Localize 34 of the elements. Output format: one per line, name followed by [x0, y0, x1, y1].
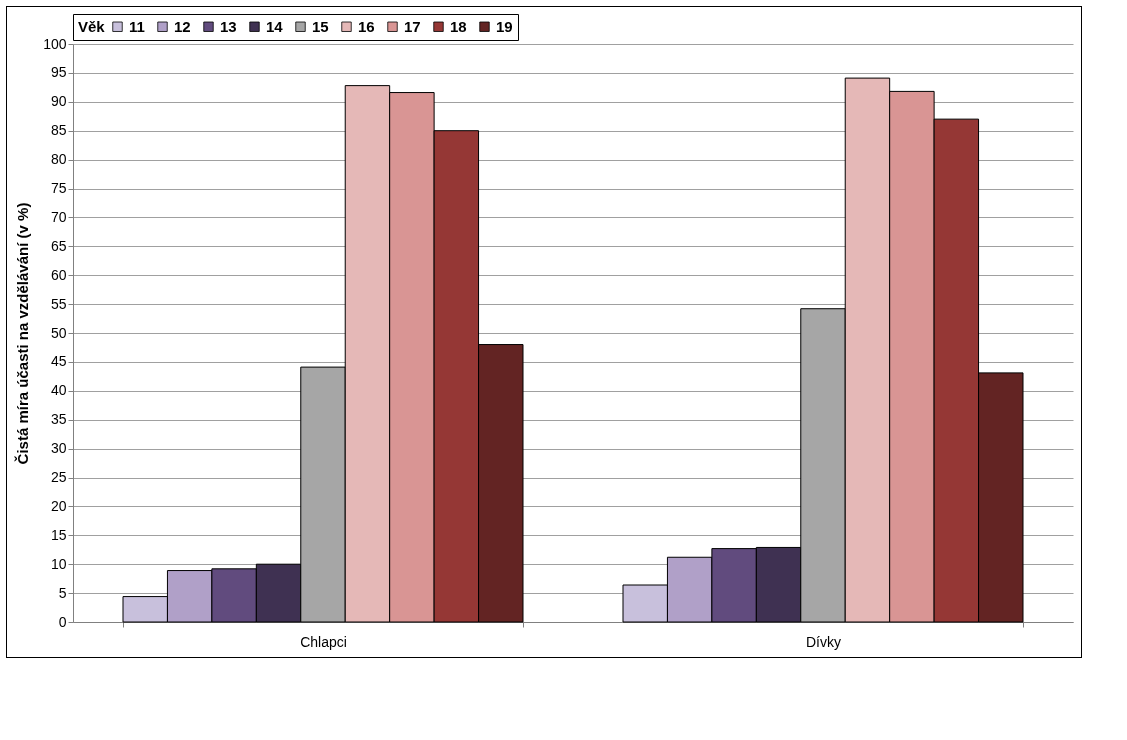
y-tick-label: 80 [50, 151, 67, 168]
x-tick-label: Dívky [806, 633, 841, 650]
legend-label: 12 [174, 17, 191, 35]
y-tick-label: 85 [50, 122, 67, 139]
legend-label: 15 [312, 17, 329, 35]
y-tick-label: 25 [50, 469, 67, 485]
y-tick-label: 30 [50, 440, 67, 457]
legend-label: 11 [129, 17, 145, 35]
y-tick-label: 0 [58, 613, 67, 630]
y-tick-label: 15 [50, 526, 67, 543]
y-tick-label: 50 [50, 324, 67, 341]
y-tick-label: 65 [50, 237, 67, 254]
legend-label: 14 [266, 17, 284, 35]
y-tick-label: 20 [50, 497, 67, 514]
legend-label: 17 [404, 17, 421, 35]
legend-label: 13 [220, 17, 237, 35]
legend-label: 18 [450, 17, 467, 35]
x-tick-label: Chlapci [300, 633, 347, 650]
y-tick-label: 10 [50, 555, 67, 572]
y-tick-label: 90 [50, 93, 67, 110]
y-axis-title: Čistá míra účasti na vzdělávání (v %) [14, 202, 32, 465]
y-tick-label: 95 [50, 64, 67, 81]
y-tick-label: 5 [58, 584, 67, 601]
y-tick-label: 75 [50, 180, 67, 196]
y-tick-label: 40 [50, 382, 67, 399]
y-tick-label: 45 [50, 353, 67, 370]
y-tick-label: 60 [50, 266, 67, 283]
y-tick-label: 100 [43, 35, 67, 52]
y-tick-label: 35 [50, 411, 67, 428]
y-tick-label: 70 [50, 208, 67, 225]
legend-label: 19 [496, 17, 513, 35]
y-tick-label: 55 [50, 295, 67, 312]
legend-title: Věk [78, 18, 106, 35]
legend-label: 16 [358, 17, 375, 35]
